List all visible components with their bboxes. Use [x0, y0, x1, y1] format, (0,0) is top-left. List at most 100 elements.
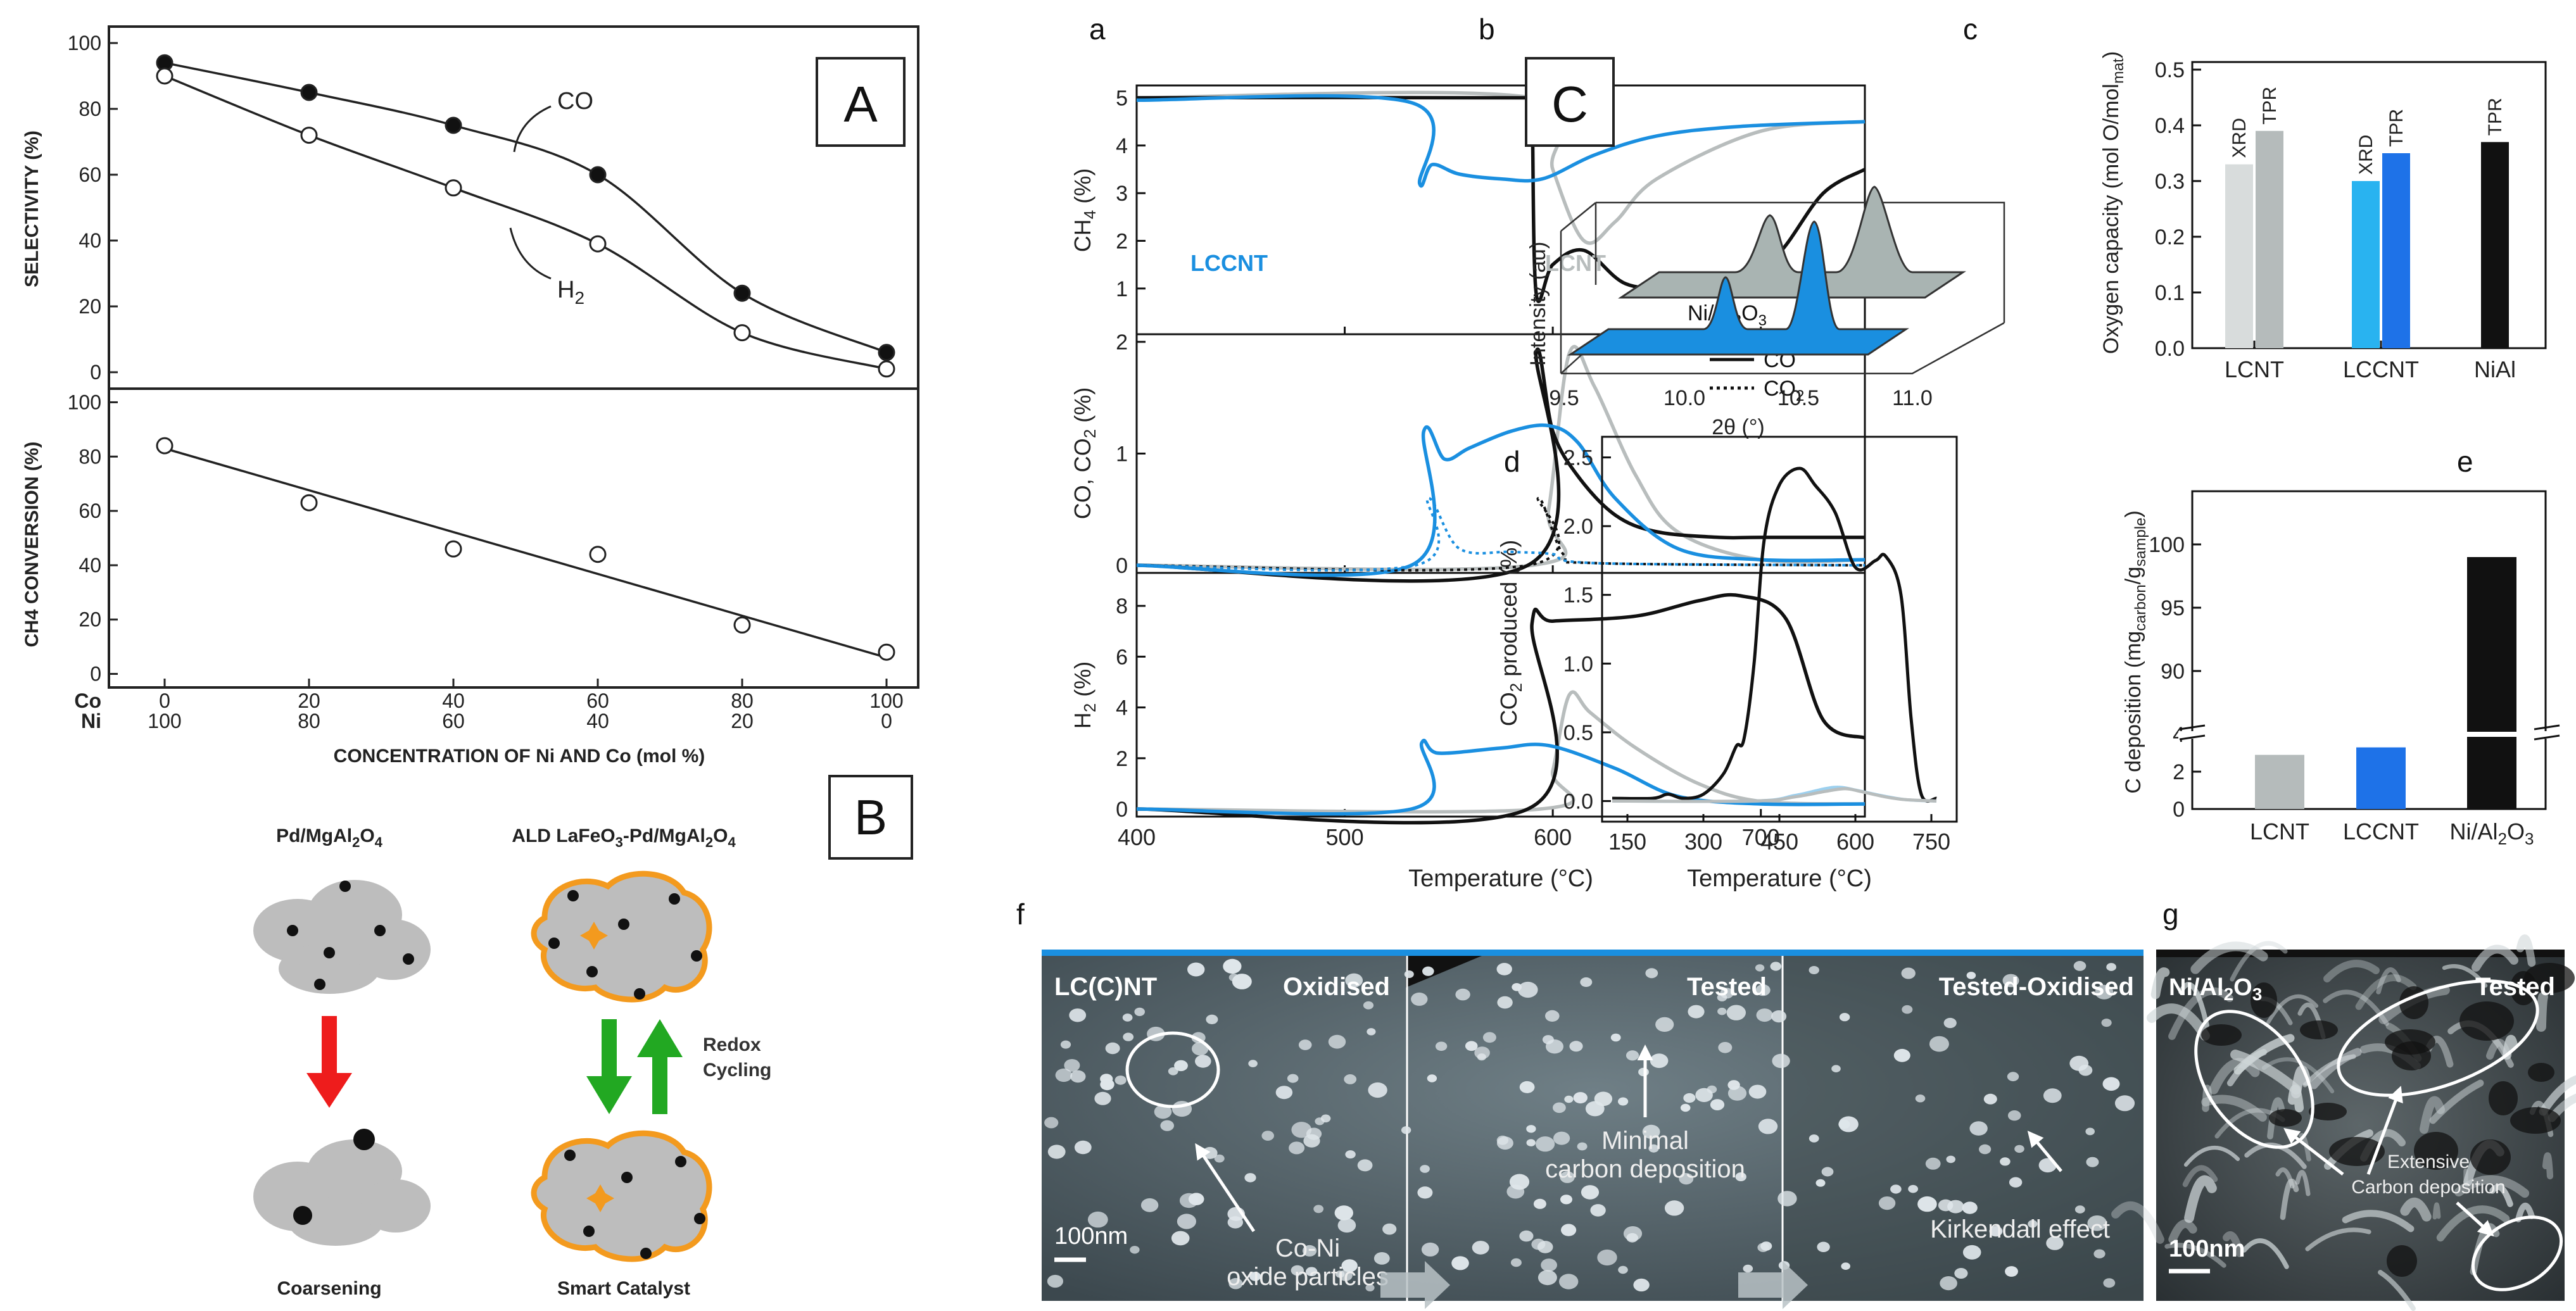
sem-fiber: [2400, 1197, 2432, 1222]
sem-fiber: [2147, 1003, 2210, 1041]
panel-A-xtick-co: 100: [869, 689, 903, 712]
sem-particle: [1545, 1010, 1560, 1022]
panel-c-bar-label: XRD: [2356, 135, 2377, 175]
sem-f-big-arrow-1: [1380, 1261, 1450, 1309]
sem-fiber: [2190, 941, 2268, 974]
sem-particle: [1363, 1001, 1374, 1010]
sem-particle: [1727, 1086, 1747, 1101]
panel-c-bar-lccnt-xrd: [2352, 181, 2380, 348]
sem-fiber: [2209, 1058, 2260, 1095]
sem-particle: [2102, 1077, 2120, 1091]
sem-particle: [1497, 996, 1513, 1009]
sem-particle: [1594, 1091, 1613, 1107]
sem-particle: [2007, 1110, 2021, 1121]
sem-particle: [1966, 972, 1976, 979]
panel-A-xtick-co: 60: [586, 689, 609, 712]
panel-d-letter: d: [1504, 445, 1520, 478]
panel-A-point-conversion: [445, 540, 462, 558]
sem-fiber: [2183, 1145, 2240, 1167]
panel-A-bottom-ytick-label: 60: [79, 499, 101, 522]
panel-A-top-ytick-label: 0: [90, 361, 101, 384]
sem-particle: [1626, 1233, 1638, 1243]
panel-A-top-frame: [108, 25, 919, 390]
sem-particle: [1688, 1005, 1705, 1019]
panel-b: b C Intensity (au) 9.5 10.0 10.5 11.0 2θ…: [1479, 13, 2005, 439]
panel-A-top-ytick-label: 40: [79, 229, 101, 252]
sem-particle: [1560, 1171, 1575, 1183]
panel-f-letter: f: [1016, 898, 1025, 931]
sem-particle: [1345, 973, 1363, 988]
panel-c-bar-nial-tpr: [2481, 142, 2509, 348]
panel-d-xtick-label: 150: [1608, 829, 1646, 855]
panel-A-bottom-ytick-label: 0: [90, 663, 101, 686]
sem-f-scale-label: 100nm: [1054, 1223, 1128, 1250]
panel-e-ytick-label: 0: [2173, 798, 2185, 822]
sem-fiber: [2305, 1227, 2371, 1251]
sem-particle: [1755, 964, 1765, 972]
panel-A-point-conversion: [878, 643, 895, 661]
sem-particle: [1757, 1243, 1769, 1252]
panel-e-bar-ni-al2o3: [2467, 557, 2516, 809]
sem-particle: [2106, 963, 2117, 971]
sem-fiber: [2376, 967, 2401, 994]
sem-particle: [1482, 1032, 1496, 1043]
sem-particle: [1777, 1191, 1797, 1207]
sem-particle: [1577, 1142, 1588, 1151]
sem-particle: [1569, 1041, 1583, 1052]
sem-fiber: [2230, 1050, 2301, 1095]
sem-particle: [1421, 1242, 1439, 1257]
panel-A-top-ylabel: SELECTIVITY (%): [22, 130, 42, 287]
sem-particle: [1472, 1241, 1489, 1255]
sem-f-annot-co-ni: Co-Ni: [1275, 1234, 1340, 1262]
smart-catalyst-fresh: [531, 870, 712, 1003]
panel-f: f LC(C)NT Oxidised Tested Tested-Oxidise…: [1016, 898, 2144, 1309]
sem-particle: [1451, 1256, 1469, 1270]
sem-particle: [1289, 1141, 1305, 1155]
panel-c-bar-label: TPR: [2386, 109, 2407, 147]
sem-particle: [2085, 1127, 2095, 1136]
panel-e-bar-lccnt: [2356, 747, 2406, 809]
sem-particle: [1105, 1042, 1120, 1055]
sem-g-label-tested: Tested: [2475, 973, 2555, 1001]
sem-f-label-oxidised: Oxidised: [1283, 973, 1390, 1001]
panel-c-ytick-label: 0.1: [2155, 281, 2185, 305]
sem-particle: [1838, 1116, 1859, 1132]
sem-f-arrow-1: [1195, 1143, 1256, 1233]
panel-d-ytick-label: 2.0: [1563, 515, 1593, 539]
sem-f-image: [1042, 950, 2144, 1301]
panel-a-ytick-label: 0: [1116, 554, 1128, 578]
panel-A-point-conversion: [733, 616, 751, 634]
sem-particle: [1055, 1068, 1073, 1082]
panel-A-bottom-ytick-label: 80: [79, 445, 101, 468]
panel-b-xtick: 11.0: [1892, 386, 1933, 410]
panel-B-letter: B: [854, 789, 887, 845]
sem-particle: [2069, 1055, 2089, 1071]
xrd-3d-frame: [1560, 201, 2005, 375]
sem-particle: [1581, 1185, 1600, 1200]
sem-particle: [1087, 1211, 1108, 1228]
label-lcnt: LCNT: [1545, 250, 1606, 276]
sem-fiber: [2489, 1184, 2513, 1207]
sem-g-scale-label: 100nm: [2169, 1236, 2245, 1262]
panel-d-curve-2: [1612, 787, 1937, 803]
sem-particle: [1946, 1155, 1955, 1164]
panel-A-point-conversion: [156, 437, 174, 455]
sem-particle: [1917, 1196, 1937, 1212]
panel-d-ytick-label: 1.0: [1563, 652, 1593, 676]
panel-A-bottom-ytick-label: 40: [79, 554, 101, 577]
sem-particle: [1831, 1065, 1841, 1072]
panel-A-co-row-label: Co: [74, 689, 101, 712]
panel-A-point-co: [878, 344, 895, 361]
panel-d-ytick-label: 1.5: [1563, 584, 1593, 608]
panel-e-ytick-label: 95: [2161, 596, 2185, 620]
sem-pore: [2528, 1063, 2554, 1082]
panel-A-top-ytick-label: 20: [79, 295, 101, 318]
sem-particle: [1618, 1265, 1628, 1274]
panel-A-bottom-ytick-label: 20: [79, 608, 101, 631]
sem-f-circle: [1125, 1031, 1220, 1108]
sem-particle: [1564, 1095, 1574, 1103]
sem-particle: [1140, 1198, 1159, 1212]
panel-d-ytick-label: 0.5: [1563, 721, 1593, 745]
